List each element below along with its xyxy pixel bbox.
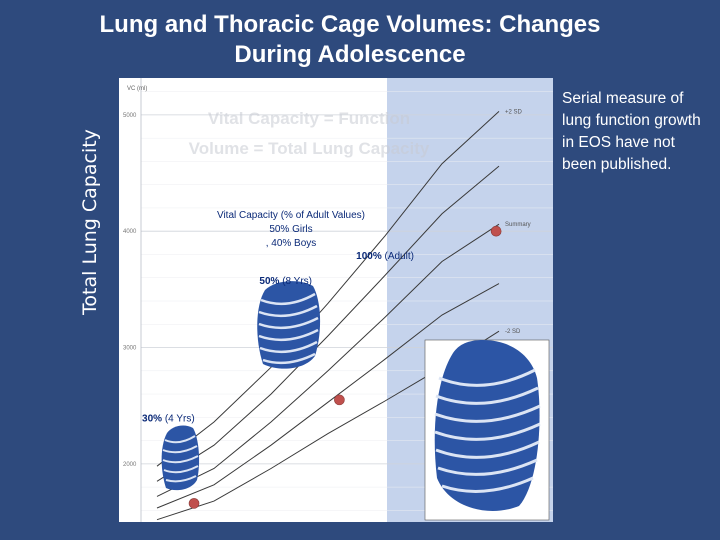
vc-annotation-line-2: 50% Girls	[269, 224, 312, 235]
highlight-point-0	[188, 498, 200, 509]
ghost-text: Vital Capacity = Function Volume = Total…	[189, 109, 430, 158]
y-tick-label-3000: 3000	[123, 346, 137, 352]
highlight-percent-2: 100%	[356, 251, 384, 262]
highlight-age-0: (4 Yrs)	[165, 413, 195, 424]
curve-lower	[156, 283, 500, 509]
vc-annotation-line-3: , 40% Boys	[266, 238, 317, 249]
chart-panel: 2000 3000 4000 5000 +2 SD Summary -2 SD VC (m…	[119, 78, 553, 522]
highlight-label-0: 30% (4 Yrs)	[142, 413, 195, 424]
thorax-illustration-medium	[257, 281, 321, 369]
highlight-percent-1: 50%	[259, 276, 282, 287]
curve-labels: +2 SD Summary -2 SD	[505, 109, 531, 335]
curve-summary	[156, 223, 500, 497]
chart-y-axis-unit: VC (ml)	[127, 86, 147, 92]
vital-capacity-annotation: Vital Capacity (% of Adult Values) 50% G…	[217, 210, 365, 249]
curve-label-0: +2 SD	[505, 109, 523, 115]
slide-title: Lung and Thoracic Cage Volumes: Changes …	[0, 10, 700, 70]
side-note: Serial measure of lung function growth i…	[562, 90, 701, 173]
y-tick-label-2000: 2000	[123, 462, 137, 468]
curve-plus2sd	[156, 111, 500, 467]
thorax-illustration-small	[161, 425, 200, 491]
title-line-2: During Adolescence	[234, 41, 466, 68]
growth-curves	[156, 111, 500, 521]
highlight-percent-0: 30%	[142, 413, 165, 424]
curve-upper	[156, 165, 500, 482]
highlighted-point-labels: 30% (4 Yrs) 50% (8 Yrs) 100% (Adult)	[142, 251, 414, 424]
ghost-line-1: Vital Capacity = Function	[208, 109, 410, 128]
curve-label-2: Summary	[505, 222, 531, 228]
ghost-line-2: Volume = Total Lung Capacity	[189, 139, 430, 158]
highlight-label-2: 100% (Adult)	[356, 251, 414, 262]
y-ticks: 2000 3000 4000 5000	[123, 113, 137, 468]
title-line-1: Lung and Thoracic Cage Volumes: Changes	[99, 11, 601, 38]
y-tick-label-5000: 5000	[123, 113, 137, 119]
highlight-label-1: 50% (8 Yrs)	[259, 276, 312, 287]
y-tick-label-4000: 4000	[123, 229, 137, 235]
vc-annotation-line-1: Vital Capacity (% of Adult Values)	[217, 210, 365, 221]
highlight-age-1: (8 Yrs)	[282, 276, 312, 287]
highlighted-points	[188, 225, 502, 509]
highlight-point-1	[334, 394, 345, 406]
thorax-illustration-adult	[424, 339, 550, 521]
y-axis-title: Total Lung Capacity	[79, 129, 101, 315]
curve-label-4: -2 SD	[505, 329, 521, 335]
highlight-point-2	[490, 225, 502, 237]
highlight-age-2: (Adult)	[385, 251, 414, 262]
